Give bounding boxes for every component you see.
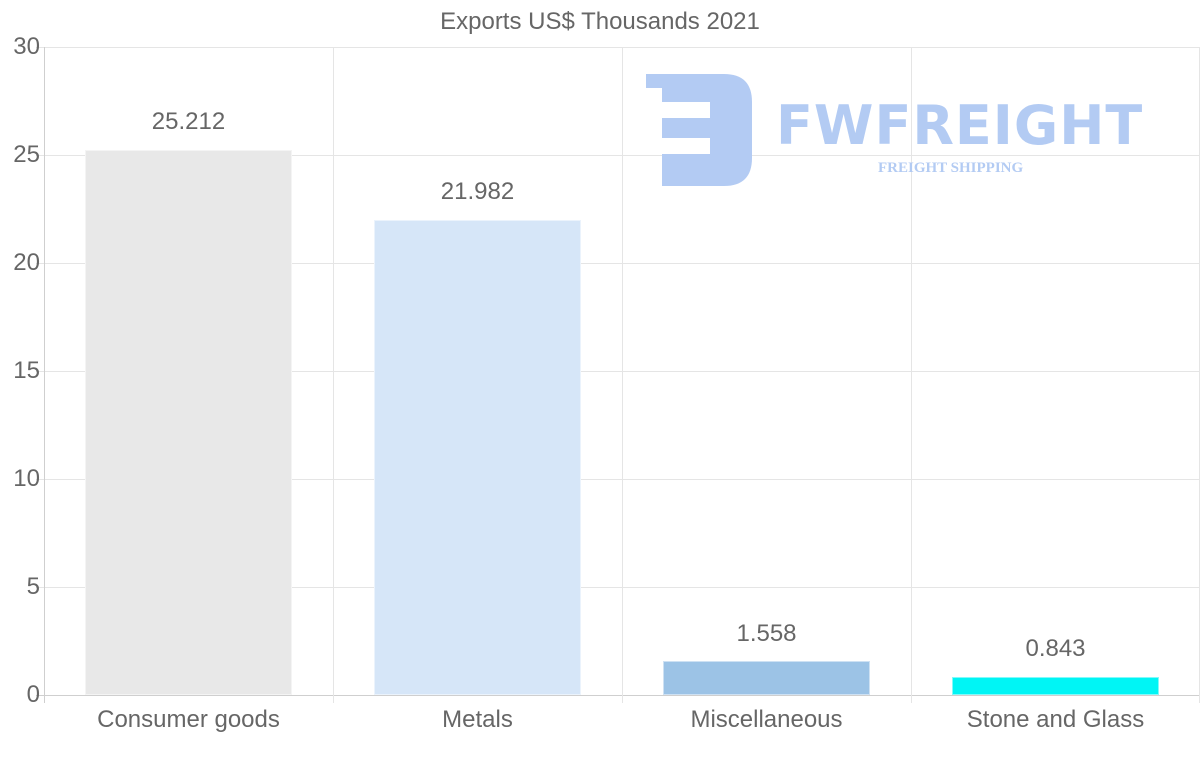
bar-miscellaneous[interactable] (663, 661, 870, 695)
x-tick-label: Miscellaneous (690, 706, 843, 733)
y-tick-label: 10 (13, 465, 40, 492)
gridline-20 (36, 263, 1200, 264)
y-axis-line (44, 47, 45, 703)
gridline-25 (36, 155, 1200, 156)
bar-metals[interactable] (374, 220, 581, 695)
watermark-brand: FWFREIGHT (776, 94, 1144, 157)
y-tick-label: 5 (26, 573, 40, 600)
bar-stone-and-glass[interactable] (952, 677, 1159, 695)
gridline-5 (36, 587, 1200, 588)
y-tick-label: 0 (26, 681, 40, 708)
y-tick-label: 30 (13, 33, 40, 60)
category-divider (911, 47, 912, 703)
category-divider (622, 47, 623, 703)
bar-consumer-goods[interactable] (85, 150, 292, 695)
chart-title: Exports US$ Thousands 2021 (440, 8, 760, 35)
x-tick-label: Metals (442, 706, 513, 733)
bar-value-label: 21.982 (440, 178, 515, 205)
fwfreight-watermark: FWFREIGHT FREIGHT SHIPPING (646, 74, 1166, 189)
category-divider (333, 47, 334, 703)
x-axis-line (36, 695, 1200, 696)
bar-value-label: 0.843 (1025, 635, 1086, 662)
y-tick-label: 15 (13, 357, 40, 384)
plot-area: 25.212 21.982 1.558 0.843 (36, 47, 1200, 703)
gridline-15 (36, 371, 1200, 372)
bar-value-label: 25.212 (151, 108, 226, 135)
x-tick-label: Consumer goods (97, 706, 280, 733)
gridline-10 (36, 479, 1200, 480)
gridline-30 (36, 47, 1200, 48)
bar-value-label: 1.558 (736, 620, 797, 647)
y-tick-label: 25 (13, 141, 40, 168)
fwfreight-logo-icon (646, 74, 752, 186)
watermark-tagline: FREIGHT SHIPPING (878, 160, 1024, 176)
x-tick-label: Stone and Glass (966, 706, 1145, 733)
y-tick-label: 20 (13, 249, 40, 276)
